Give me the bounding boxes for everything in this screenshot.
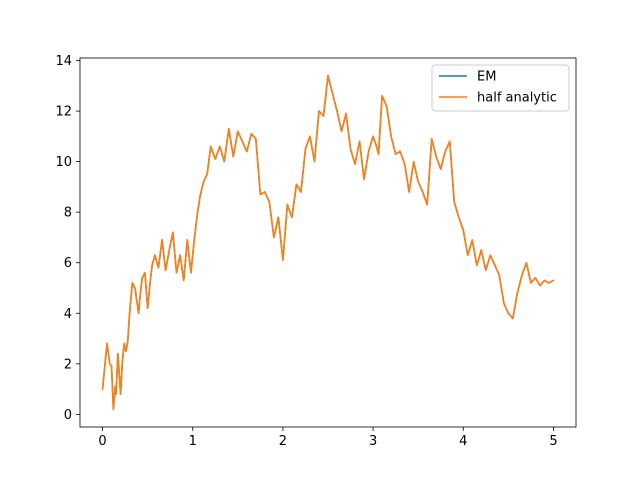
x-tick-label: 5 <box>549 434 557 449</box>
y-tick-label: 4 <box>64 307 72 322</box>
x-tick-label: 1 <box>189 434 197 449</box>
plot-frame <box>79 57 577 428</box>
y-tick-label: 8 <box>64 206 72 221</box>
y-tick-label: 14 <box>55 54 72 69</box>
y-tick-label: 6 <box>64 256 72 271</box>
legend-label-em: EM <box>477 70 496 85</box>
plot-background <box>80 58 576 427</box>
legend-label-half-analytic: half analytic <box>477 91 557 106</box>
x-tick-label: 0 <box>98 434 106 449</box>
y-tick-label: 2 <box>64 357 72 372</box>
series-line-half-analytic <box>101 74 555 411</box>
y-tick-label: 10 <box>55 155 72 170</box>
x-tick-label: 2 <box>279 434 287 449</box>
y-tick-label: 0 <box>64 408 72 423</box>
x-axis: 0 1 2 3 4 5 <box>98 427 558 449</box>
y-tick-label: 12 <box>55 105 72 120</box>
y-axis: 0 2 4 6 8 10 12 14 <box>55 54 80 423</box>
series-layer <box>101 74 555 411</box>
legend: EM half analytic <box>431 64 570 112</box>
x-tick-label: 4 <box>459 434 467 449</box>
x-tick-label: 3 <box>369 434 377 449</box>
